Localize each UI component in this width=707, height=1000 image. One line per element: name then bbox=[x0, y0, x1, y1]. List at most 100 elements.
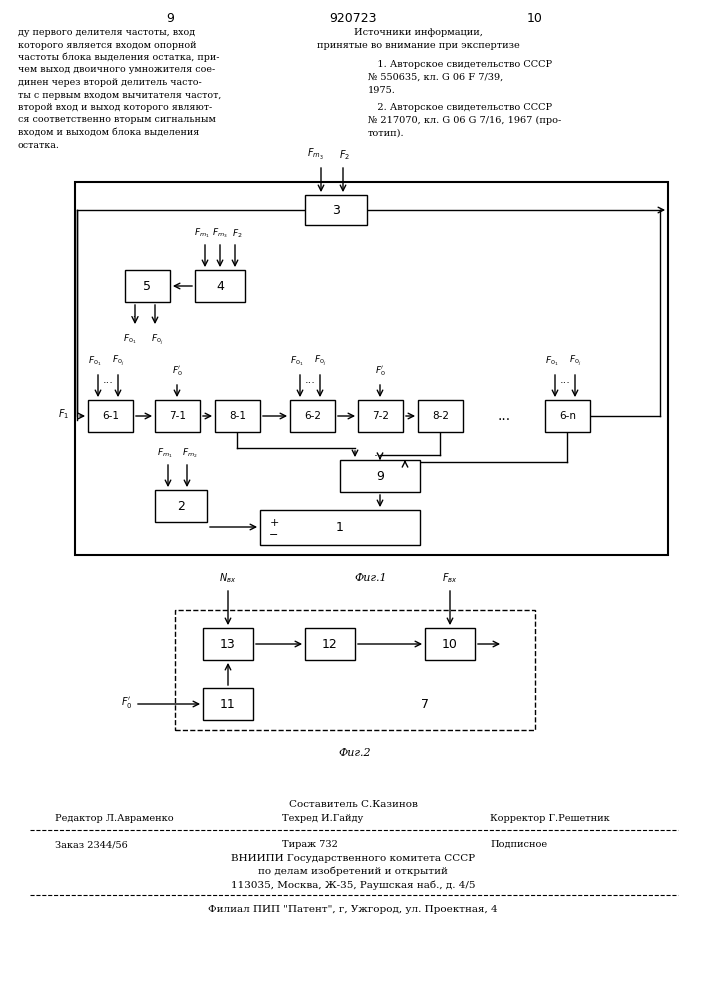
Text: Филиал ПИП "Патент", г, Ужгород, ул. Проектная, 4: Филиал ПИП "Патент", г, Ужгород, ул. Про… bbox=[208, 905, 498, 914]
Text: 8-2: 8-2 bbox=[432, 411, 449, 421]
Text: 920723: 920723 bbox=[329, 12, 377, 25]
Bar bbox=[203, 628, 253, 660]
Text: $F_0'$: $F_0'$ bbox=[120, 694, 132, 710]
Text: Источники информации,: Источники информации, bbox=[354, 28, 482, 37]
Bar bbox=[358, 400, 403, 432]
Bar bbox=[175, 610, 535, 730]
Text: 13: 13 bbox=[220, 638, 236, 650]
Text: Заказ 2344/56: Заказ 2344/56 bbox=[55, 840, 128, 849]
Bar bbox=[215, 400, 260, 432]
Text: ВНИИПИ Государственного комитета СССР: ВНИИПИ Государственного комитета СССР bbox=[231, 854, 475, 863]
Bar bbox=[305, 195, 367, 225]
Text: Фиг.1: Фиг.1 bbox=[355, 573, 387, 583]
Text: 12: 12 bbox=[322, 638, 338, 650]
Text: $F_{0_1}$: $F_{0_1}$ bbox=[290, 354, 304, 368]
Text: по делам изобретений и открытий: по делам изобретений и открытий bbox=[258, 867, 448, 876]
Text: $F_{m_1}$: $F_{m_1}$ bbox=[157, 446, 173, 460]
Text: 1975.: 1975. bbox=[368, 86, 396, 95]
Bar bbox=[340, 460, 420, 492]
Text: 1: 1 bbox=[336, 521, 344, 534]
Text: ты с первым входом вычитателя частот,: ты с первым входом вычитателя частот, bbox=[18, 91, 221, 100]
Text: 7: 7 bbox=[421, 698, 429, 710]
Text: Подписное: Подписное bbox=[490, 840, 547, 849]
Text: 10: 10 bbox=[527, 12, 543, 25]
Text: $F_0'$: $F_0'$ bbox=[375, 364, 385, 378]
Text: $F_{0_j}$: $F_{0_j}$ bbox=[112, 353, 124, 368]
Bar bbox=[305, 628, 355, 660]
Text: $F_{0_1}$: $F_{0_1}$ bbox=[123, 332, 137, 346]
Text: $F_0'$: $F_0'$ bbox=[172, 364, 182, 378]
Text: 4: 4 bbox=[216, 279, 224, 292]
Text: −: − bbox=[269, 530, 279, 540]
Text: $F_{0_1}$: $F_{0_1}$ bbox=[88, 354, 102, 368]
Text: $F_{0_j}$: $F_{0_j}$ bbox=[151, 332, 163, 347]
Text: $F_2$: $F_2$ bbox=[339, 148, 351, 162]
Text: $N_{вх}$: $N_{вх}$ bbox=[219, 571, 237, 585]
Text: ...: ... bbox=[305, 375, 315, 385]
Text: $F_{0_j}$: $F_{0_j}$ bbox=[568, 353, 581, 368]
Text: № 217070, кл. G 06 G 7/16, 1967 (про-: № 217070, кл. G 06 G 7/16, 1967 (про- bbox=[368, 116, 561, 125]
Bar bbox=[418, 400, 463, 432]
Text: $F_{0_j}$: $F_{0_j}$ bbox=[314, 353, 326, 368]
Text: входом и выходом блока выделения: входом и выходом блока выделения bbox=[18, 128, 199, 137]
Text: Редактор Л.Авраменко: Редактор Л.Авраменко bbox=[55, 814, 174, 823]
Text: 1. Авторское свидетельство СССР: 1. Авторское свидетельство СССР bbox=[368, 60, 552, 69]
Text: 11: 11 bbox=[220, 698, 236, 710]
Text: Корректор Г.Решетник: Корректор Г.Решетник bbox=[490, 814, 609, 823]
Text: динен через второй делитель часто-: динен через второй делитель часто- bbox=[18, 78, 201, 87]
Text: которого является входом опорной: которого является входом опорной bbox=[18, 40, 197, 49]
Text: чем выход двоичного умножителя сое-: чем выход двоичного умножителя сое- bbox=[18, 66, 215, 75]
Text: 9: 9 bbox=[166, 12, 174, 25]
Text: частоты блока выделения остатка, при-: частоты блока выделения остатка, при- bbox=[18, 53, 219, 62]
Text: $F_{m_1}$: $F_{m_1}$ bbox=[194, 226, 210, 240]
Text: $F_2$: $F_2$ bbox=[232, 228, 243, 240]
Text: остатка.: остатка. bbox=[18, 140, 60, 149]
Bar bbox=[88, 400, 133, 432]
Bar bbox=[155, 400, 200, 432]
Text: тотип).: тотип). bbox=[368, 129, 404, 138]
Text: ...: ... bbox=[498, 409, 510, 423]
Text: 7-1: 7-1 bbox=[169, 411, 186, 421]
Text: 10: 10 bbox=[442, 638, 458, 650]
Text: 9: 9 bbox=[376, 470, 384, 483]
Text: ...: ... bbox=[374, 446, 386, 458]
Bar bbox=[425, 628, 475, 660]
Text: $F_1$: $F_1$ bbox=[59, 407, 69, 421]
Bar bbox=[155, 490, 207, 522]
Text: +: + bbox=[269, 518, 279, 528]
Text: ся соответственно вторым сигнальным: ся соответственно вторым сигнальным bbox=[18, 115, 216, 124]
Bar bbox=[260, 510, 420, 545]
Bar bbox=[125, 270, 170, 302]
Text: $F_{m_3}$: $F_{m_3}$ bbox=[212, 226, 228, 240]
Bar bbox=[195, 270, 245, 302]
Text: Фиг.2: Фиг.2 bbox=[339, 748, 371, 758]
Text: второй вход и выход которого являют-: второй вход и выход которого являют- bbox=[18, 103, 212, 112]
Text: принятые во внимание при экспертизе: принятые во внимание при экспертизе bbox=[317, 41, 520, 50]
Text: Составитель С.Казинов: Составитель С.Казинов bbox=[288, 800, 417, 809]
Text: 113035, Москва, Ж-35, Раушская наб., д. 4/5: 113035, Москва, Ж-35, Раушская наб., д. … bbox=[230, 880, 475, 890]
Bar bbox=[75, 182, 668, 555]
Bar bbox=[545, 400, 590, 432]
Text: $F_{m_3}$: $F_{m_3}$ bbox=[307, 147, 323, 162]
Text: 6-2: 6-2 bbox=[304, 411, 321, 421]
Text: $F_{вх}$: $F_{вх}$ bbox=[442, 571, 458, 585]
Text: 6-1: 6-1 bbox=[102, 411, 119, 421]
Text: ...: ... bbox=[129, 309, 141, 319]
Bar bbox=[203, 688, 253, 720]
Text: $F_{m_2}$: $F_{m_2}$ bbox=[182, 446, 198, 460]
Text: $F_{0_1}$: $F_{0_1}$ bbox=[545, 354, 559, 368]
Text: Техред И.Гайду: Техред И.Гайду bbox=[282, 814, 363, 823]
Text: 8-1: 8-1 bbox=[229, 411, 246, 421]
Bar bbox=[290, 400, 335, 432]
Text: ...: ... bbox=[559, 375, 571, 385]
Text: 2. Авторское свидетельство СССР: 2. Авторское свидетельство СССР bbox=[368, 103, 552, 112]
Text: 6-n: 6-n bbox=[559, 411, 576, 421]
Text: № 550635, кл. G 06 F 7/39,: № 550635, кл. G 06 F 7/39, bbox=[368, 73, 503, 82]
Text: ду первого делителя частоты, вход: ду первого делителя частоты, вход bbox=[18, 28, 195, 37]
Text: ...: ... bbox=[103, 375, 113, 385]
Text: 5: 5 bbox=[144, 279, 151, 292]
Text: Тираж 732: Тираж 732 bbox=[282, 840, 338, 849]
Text: 3: 3 bbox=[332, 204, 340, 217]
Text: 2: 2 bbox=[177, 499, 185, 512]
Text: 7-2: 7-2 bbox=[372, 411, 389, 421]
